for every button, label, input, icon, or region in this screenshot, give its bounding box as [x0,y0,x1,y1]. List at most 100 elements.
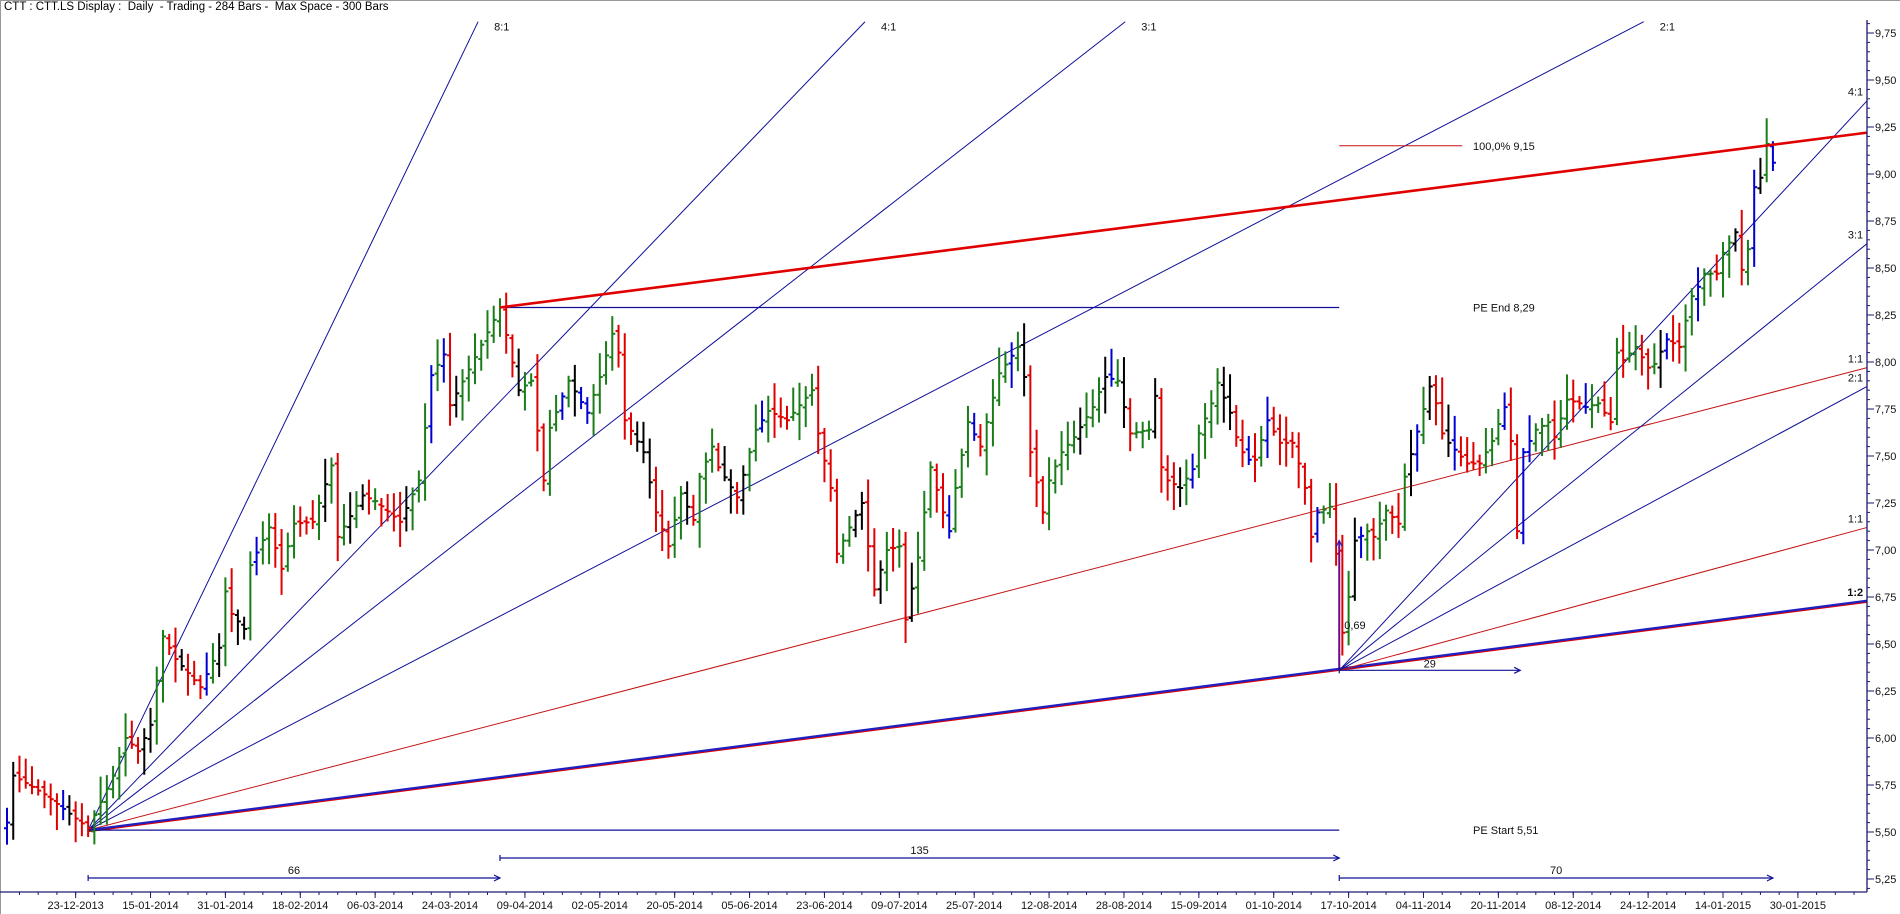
price-bar [184,653,191,696]
price-bar [216,633,223,677]
price-bar [1701,268,1708,306]
price-bar [1607,396,1614,431]
fan-2-line-4-1-label: 4:1 [1848,87,1863,99]
price-bar [609,316,616,371]
price-bar [309,500,316,530]
price-bar [777,397,784,428]
fan-1-line-8-1 [87,21,479,831]
price-bar [1445,404,1452,458]
price-bar [1220,366,1227,423]
price-bar [1670,315,1677,362]
price-bar [496,298,503,337]
price-bar [1289,431,1296,459]
price-bar [1383,504,1390,541]
price-bar [1314,507,1321,543]
fan-2-line-3-1 [1338,243,1868,671]
price-bar [565,375,572,408]
price-bar [1663,333,1670,360]
price-bar [1189,453,1196,489]
price-bar [1245,435,1252,466]
price-bar [490,305,497,343]
price-bar [752,404,759,462]
price-bar [628,412,634,445]
x-tick-label: 06-03-2014 [347,900,403,912]
price-bar [596,353,603,414]
price-bar [191,660,198,686]
price-bar [1751,169,1758,267]
price-bar [946,495,953,539]
price-bar [1707,269,1714,297]
price-bar [1170,462,1177,511]
gann-annotations [87,21,1868,833]
price-bar [652,466,659,532]
price-bar [1071,420,1078,454]
price-bar [434,339,441,392]
price-bar [447,332,454,426]
price-bar [690,494,697,526]
y-tick-label: 9,00 [1875,169,1896,181]
price-bar [1532,423,1539,452]
y-tick-label: 9,75 [1875,28,1896,40]
price-bar [509,334,516,378]
price-bar [1046,457,1053,531]
price-bar [1470,442,1477,470]
price-bar [1114,359,1121,387]
target-label: 100,0% 9,15 [1473,141,1535,153]
price-bar [1482,428,1489,474]
price-bar [272,513,279,568]
price-bar [397,491,404,547]
price-bar [1432,375,1439,426]
arrow-head-icon [493,874,502,882]
price-bar [41,780,48,809]
price-bar [771,383,778,438]
price-bar [16,755,23,793]
y-tick-label: 6,75 [1875,592,1896,604]
price-bar [927,461,934,518]
fan-1-line-1-2 [87,599,1868,832]
price-bar [1021,323,1028,397]
price-bar [1145,420,1152,440]
fan-1-line-2-1-label: 2:1 [1660,22,1675,34]
arrow-head-icon [1766,874,1775,882]
x-tick-label: 14-01-2015 [1695,900,1751,912]
price-bar [1276,414,1283,466]
x-tick-label: 31-01-2014 [197,900,253,912]
x-tick-label: 12-08-2014 [1021,900,1077,912]
y-tick-label: 6,50 [1875,639,1896,651]
price-bar [989,379,996,447]
price-bar [578,386,585,410]
price-bar [28,766,35,795]
price-bar [1002,351,1009,383]
price-bar [1495,408,1502,446]
price-bar [634,421,641,452]
price-bar [1264,396,1271,459]
price-bar [534,354,541,452]
price-bar [1582,383,1589,414]
price-bar [603,341,610,385]
price-bar [472,333,478,385]
price-bar [85,815,92,838]
price-bar [347,492,354,544]
price-bar [721,445,728,482]
short-span-label: 29 [1424,658,1436,670]
price-bar [815,365,822,455]
price-bar [877,560,884,604]
price-bar [515,348,522,397]
price-bar [553,394,560,432]
price-bar [178,648,185,671]
x-tick-label: 20-05-2014 [647,900,703,912]
price-bar [35,779,42,796]
price-bar [964,405,971,468]
x-tick-label: 18-02-2014 [272,900,328,912]
price-bar [1651,343,1658,375]
price-bar [659,489,666,552]
price-bar [1008,342,1015,388]
x-tick-label: 02-05-2014 [572,900,628,912]
price-bar [759,400,766,433]
price-bars [4,118,1776,845]
price-bar [740,465,747,515]
projection-line [499,131,1868,309]
time-span-label: 66 [288,865,300,877]
price-bar [1102,356,1109,414]
